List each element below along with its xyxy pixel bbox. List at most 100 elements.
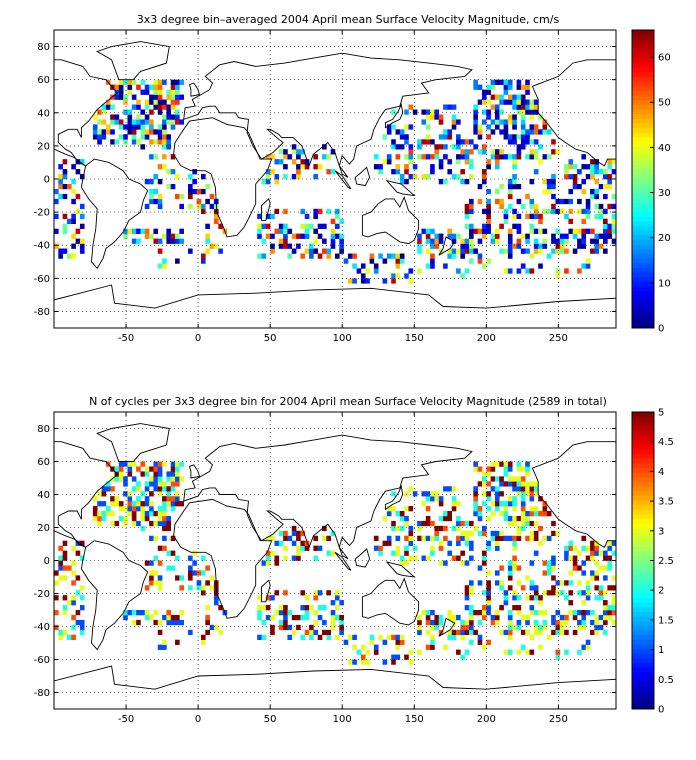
colorbar-segment	[632, 676, 654, 682]
data-bin	[581, 238, 587, 244]
data-bin	[460, 169, 465, 175]
data-bin	[175, 94, 180, 100]
coastline	[334, 170, 352, 190]
data-bin	[200, 174, 206, 180]
data-bin	[594, 164, 599, 170]
data-bin	[516, 530, 522, 537]
data-bin	[577, 619, 582, 626]
data-bin	[572, 228, 578, 234]
data-bin	[520, 496, 526, 502]
data-bin	[153, 570, 159, 576]
data-bin	[326, 590, 331, 596]
data-bin	[157, 520, 163, 527]
data-bin	[278, 238, 284, 244]
data-bin	[486, 471, 491, 477]
data-bin	[123, 139, 128, 145]
data-bin	[144, 99, 150, 105]
data-bin	[417, 154, 422, 160]
data-bin	[118, 119, 124, 125]
data-bin	[162, 545, 167, 551]
data-bin	[283, 223, 288, 229]
data-bin	[421, 119, 427, 125]
data-bin	[477, 634, 483, 640]
data-bin	[529, 610, 535, 616]
data-bin	[529, 585, 535, 591]
data-bin	[296, 545, 301, 551]
data-bin	[533, 624, 539, 631]
y-tick-label: 0	[44, 556, 50, 567]
coastline	[80, 540, 149, 651]
data-bin	[304, 540, 310, 546]
data-bin	[71, 218, 76, 224]
data-bin	[551, 614, 556, 621]
data-bin	[512, 501, 517, 507]
data-bin	[572, 545, 578, 551]
data-bin	[114, 466, 120, 472]
data-bin	[603, 590, 608, 596]
data-bin	[494, 570, 500, 576]
data-bin	[494, 496, 500, 502]
data-bin	[144, 119, 150, 125]
data-bin	[313, 610, 318, 616]
data-bin	[529, 198, 535, 205]
data-bin	[430, 228, 435, 234]
data-bin	[304, 595, 310, 601]
data-bin	[425, 515, 431, 522]
data-bin	[443, 144, 448, 150]
data-bin	[404, 179, 409, 185]
data-bin	[546, 570, 552, 576]
data-bin	[555, 243, 561, 249]
data-bin	[611, 595, 616, 601]
data-bin	[512, 595, 517, 601]
data-bin	[386, 634, 392, 640]
data-bin	[520, 501, 526, 507]
data-bin	[140, 461, 146, 467]
data-bin	[79, 624, 85, 631]
data-bin	[347, 659, 353, 665]
data-bin	[313, 174, 318, 180]
data-bin	[499, 129, 504, 135]
y-tick-label: -60	[34, 274, 50, 285]
data-bin	[386, 129, 392, 135]
data-bin	[464, 595, 470, 601]
data-bin	[421, 154, 427, 160]
data-bin	[62, 174, 68, 180]
colorbar-segment	[632, 657, 654, 663]
data-bin	[144, 179, 150, 185]
data-bin	[209, 193, 215, 200]
data-bin	[58, 164, 63, 170]
data-bin	[127, 461, 133, 467]
data-bin	[170, 104, 176, 110]
data-bin	[447, 253, 453, 259]
data-bin	[577, 590, 582, 596]
data-bin	[520, 129, 526, 135]
data-bin	[473, 525, 478, 532]
data-bin	[581, 644, 587, 650]
data-bin	[503, 481, 509, 487]
data-bin	[525, 129, 530, 135]
data-bin	[481, 555, 487, 561]
data-bin	[486, 89, 491, 95]
data-bin	[399, 560, 405, 566]
colorbar-box	[631, 29, 655, 329]
data-bin	[551, 149, 556, 155]
data-bin	[525, 481, 530, 487]
data-bin	[520, 104, 526, 110]
data-bin	[546, 183, 552, 190]
data-bin	[179, 610, 184, 616]
data-bin	[538, 525, 543, 532]
data-bin	[581, 208, 587, 215]
y-tick-label: 0	[44, 175, 50, 186]
data-bin	[360, 644, 366, 650]
data-bin	[369, 253, 375, 259]
data-bin	[486, 208, 491, 215]
data-bin	[564, 555, 569, 561]
data-bin	[283, 154, 288, 160]
data-bin	[378, 634, 383, 640]
data-bin	[555, 624, 561, 631]
data-bin	[451, 525, 457, 532]
data-bin	[469, 585, 474, 591]
coastline	[354, 548, 371, 568]
data-bin	[568, 174, 574, 180]
